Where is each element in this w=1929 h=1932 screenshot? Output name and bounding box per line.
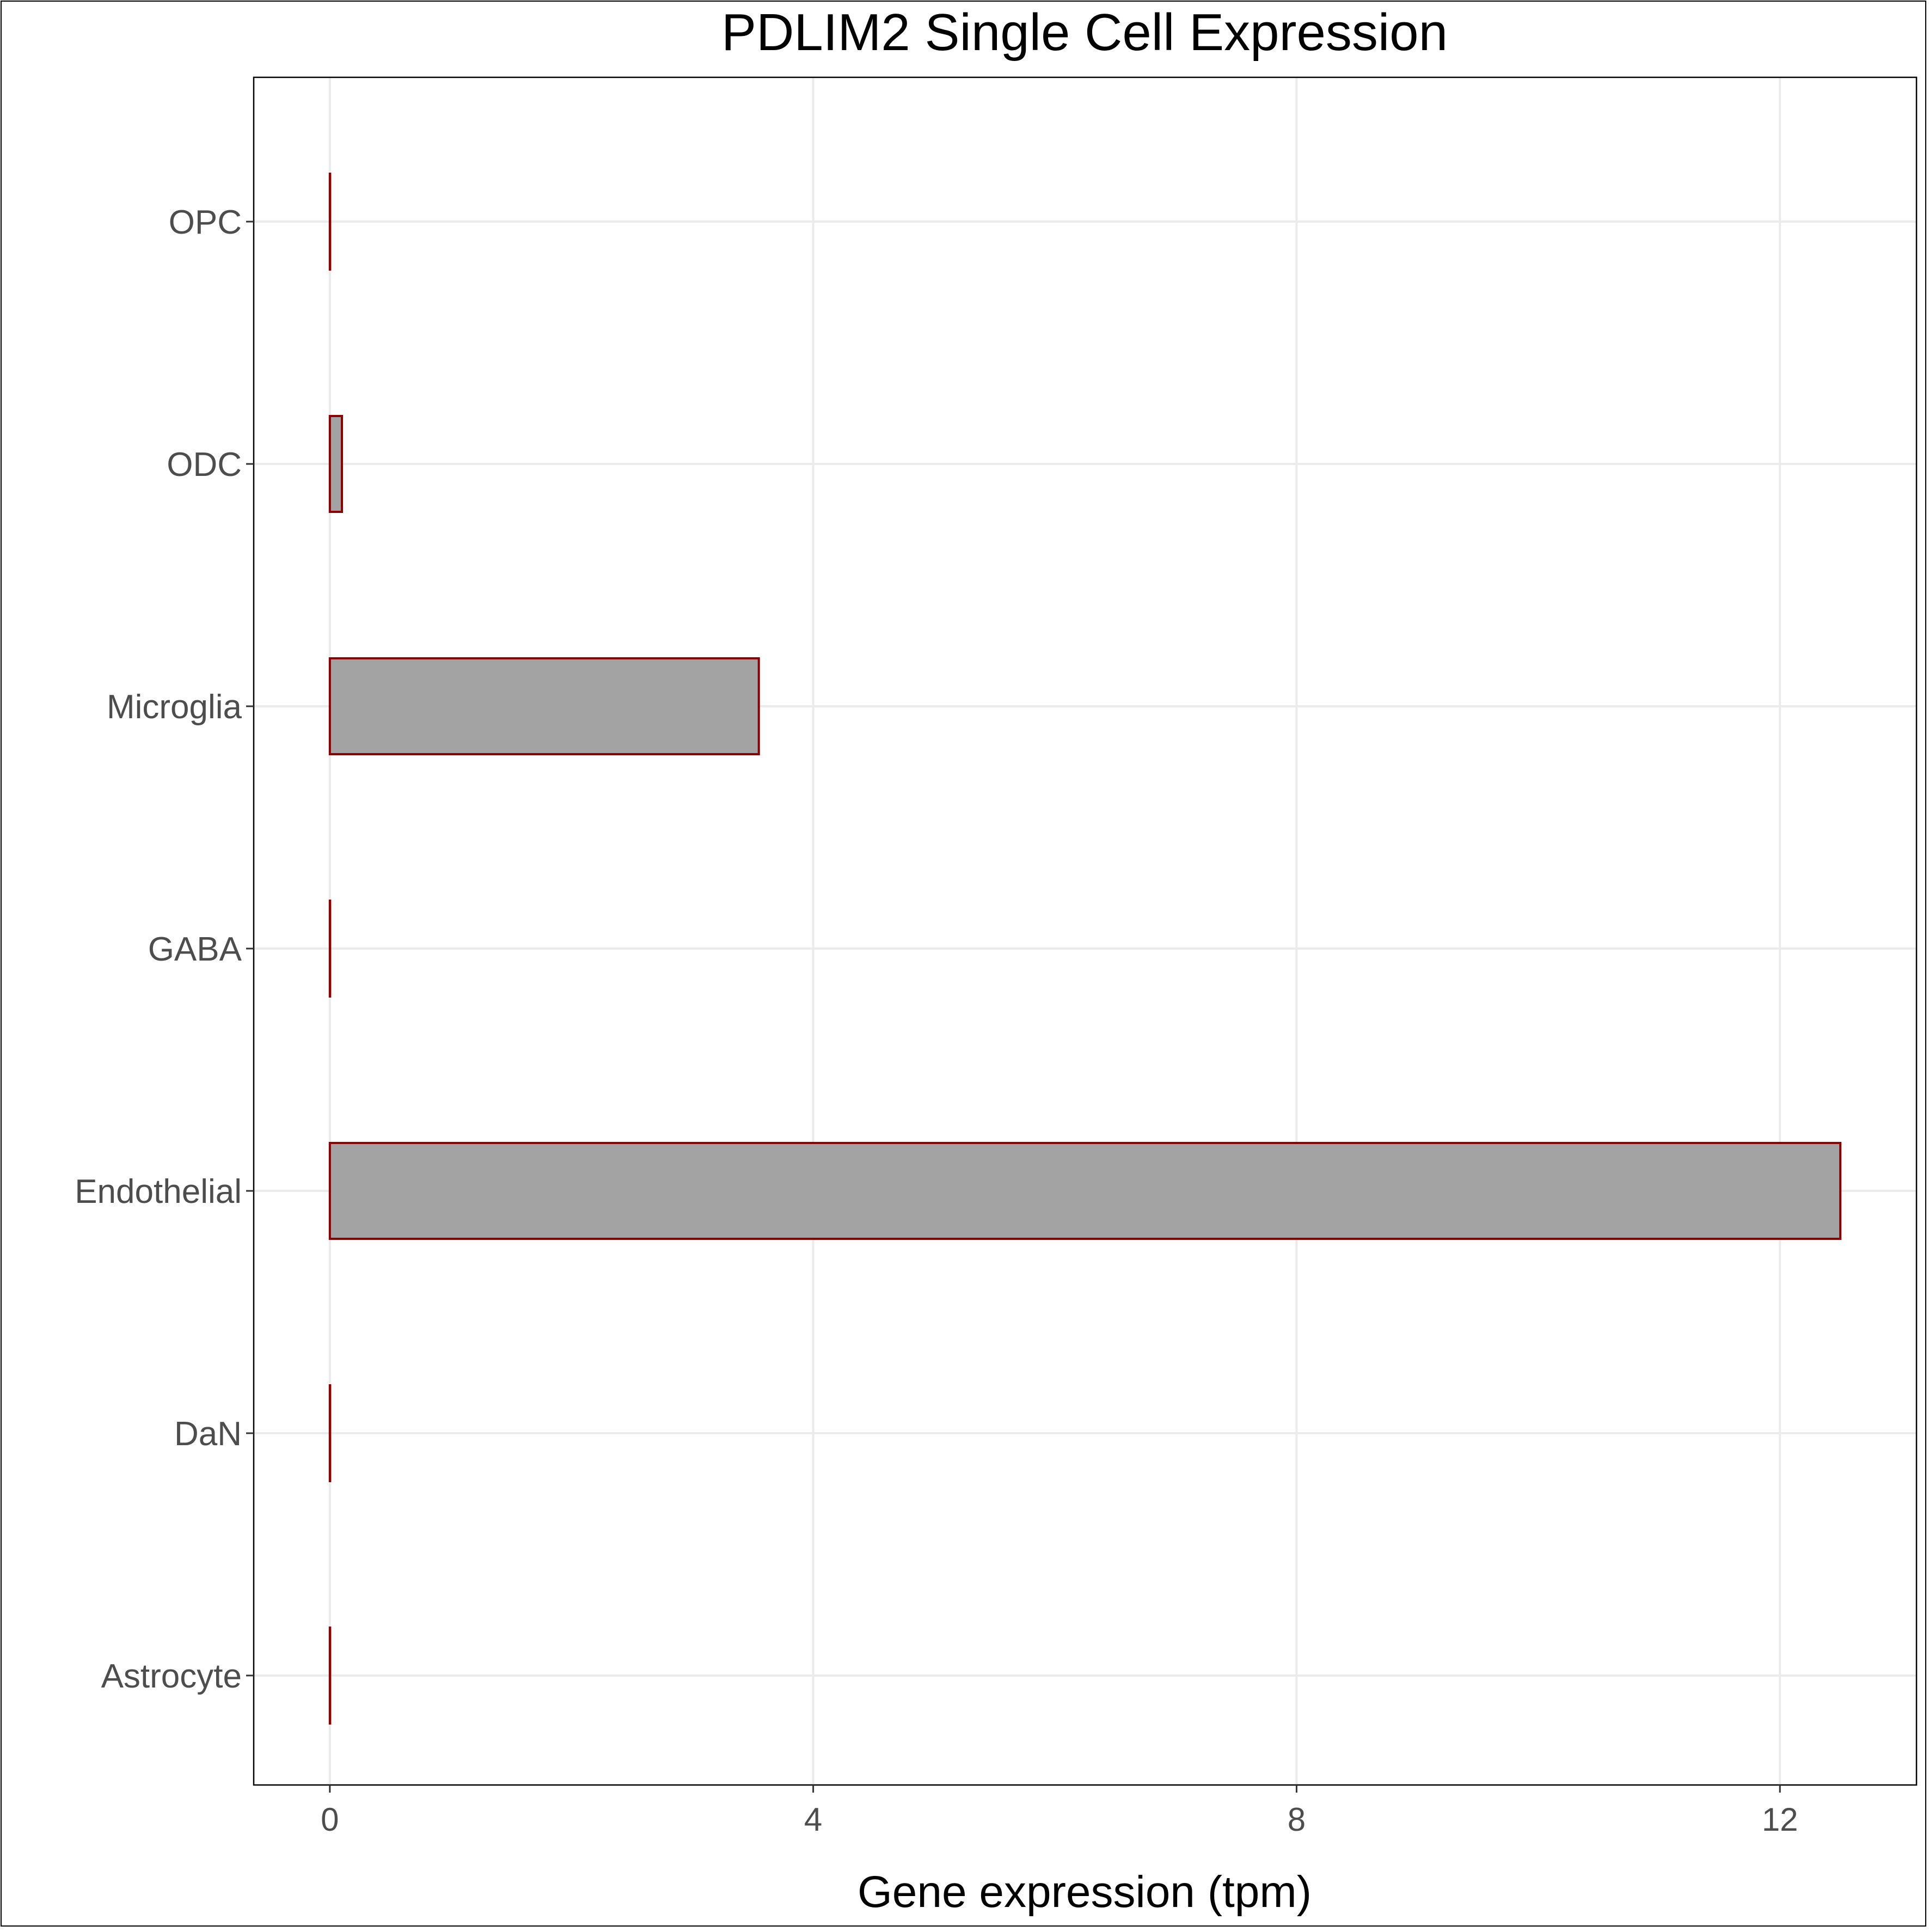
chart-title: PDLIM2 Single Cell Expression [721, 3, 1448, 62]
category-label: GABA [148, 931, 242, 968]
category-label: OPC [169, 204, 242, 241]
category-label: DaN [174, 1415, 242, 1453]
tick-layer: 0 4 8 12 [246, 221, 1798, 1838]
category-label: Microglia [107, 688, 242, 726]
bar-endothelial [328, 1142, 1842, 1240]
bar-layer [328, 173, 1842, 1725]
category-label: Endothelial [75, 1173, 242, 1210]
category-label: ODC [167, 446, 242, 484]
category-label: Astrocyte [101, 1658, 242, 1695]
x-tick-label: 12 [1762, 1801, 1798, 1838]
x-tick-label: 4 [804, 1801, 822, 1838]
x-tick-label: 0 [321, 1801, 339, 1838]
bar-microglia [328, 657, 760, 755]
x-axis-label: Gene expression (tpm) [858, 1867, 1312, 1917]
bar-odc [328, 415, 344, 513]
category-label-layer: Astrocyte DaN Endothelial GABA Microglia ODC O… [75, 204, 242, 1695]
plot-panel [253, 76, 1918, 1786]
x-tick-label: 8 [1288, 1801, 1306, 1838]
